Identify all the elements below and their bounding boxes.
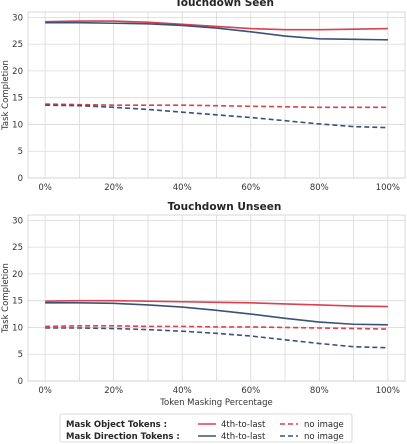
y-tick-label: 10: [12, 323, 23, 333]
y-tick-label: 30: [12, 13, 23, 23]
y-tick-label: 0: [18, 174, 23, 184]
x-tick-label: 100%: [376, 183, 400, 193]
y-axis-label: Task Completion: [1, 60, 11, 131]
x-tick-label: 80%: [310, 386, 329, 396]
x-tick-label: 20%: [104, 386, 123, 396]
legend-row-label: Mask Direction Tokens :: [66, 432, 180, 442]
series-line-object-4th: [45, 299, 388, 308]
x-tick-label: 20%: [104, 183, 123, 193]
chart-title: Touchdown Seen: [175, 0, 274, 9]
y-tick-label: 20: [12, 270, 23, 280]
y-tick-label: 20: [12, 67, 23, 77]
y-axis-label: Task Completion: [1, 263, 11, 334]
y-tick-label: 25: [12, 40, 23, 50]
legend-entry-label: no image: [304, 420, 344, 430]
x-tick-label: 40%: [173, 386, 192, 396]
y-tick-label: 15: [12, 297, 23, 307]
x-tick-label: 80%: [310, 183, 329, 193]
chart-touchdown-unseen: 0 5 10 15 20 25 30 0% 20% 40% 60% 80% 100% Touchdown …: [1, 201, 406, 408]
y-tick-label: 5: [18, 350, 23, 360]
chart-title: Touchdown Unseen: [168, 201, 282, 213]
x-tick-label: 40%: [173, 183, 192, 193]
series-line-object-noimg: [45, 325, 388, 330]
x-tick-label: 0%: [38, 183, 52, 193]
x-axis-label: Token Masking Percentage: [159, 398, 272, 408]
legend: Mask Object Tokens : 4th-to-last no image M…: [59, 413, 353, 443]
legend-entry-label: 4th-to-last: [221, 432, 266, 442]
plot-frame: [27, 214, 406, 382]
y-tick-label: 0: [18, 377, 23, 387]
series-line-direction-4th: [45, 21, 388, 41]
chart-touchdown-seen: 0 5 10 15 20 25 30 0% 20% 40% 60% 80% 100% Touchdown …: [1, 0, 406, 193]
x-tick-label: 60%: [241, 386, 260, 396]
y-tick-label: 25: [12, 243, 23, 253]
plot-frame: [27, 11, 406, 179]
x-tick-label: 60%: [241, 183, 260, 193]
series-line-direction-noimg: [45, 327, 388, 349]
series-line-direction-4th: [45, 302, 388, 326]
y-tick-label: 10: [12, 120, 23, 130]
legend-entry-label: no image: [304, 432, 344, 442]
x-tick-label: 0%: [38, 386, 52, 396]
series-line-object-4th: [45, 20, 388, 31]
legend-box: [59, 413, 353, 443]
series-line-direction-noimg: [45, 104, 388, 129]
series-line-object-noimg: [45, 103, 388, 109]
y-tick-label: 5: [18, 147, 23, 157]
x-tick-label: 100%: [376, 386, 400, 396]
legend-entry-label: 4th-to-last: [221, 420, 266, 430]
legend-row-label: Mask Object Tokens :: [66, 420, 167, 430]
y-tick-label: 15: [12, 94, 23, 104]
y-tick-label: 30: [12, 216, 23, 226]
